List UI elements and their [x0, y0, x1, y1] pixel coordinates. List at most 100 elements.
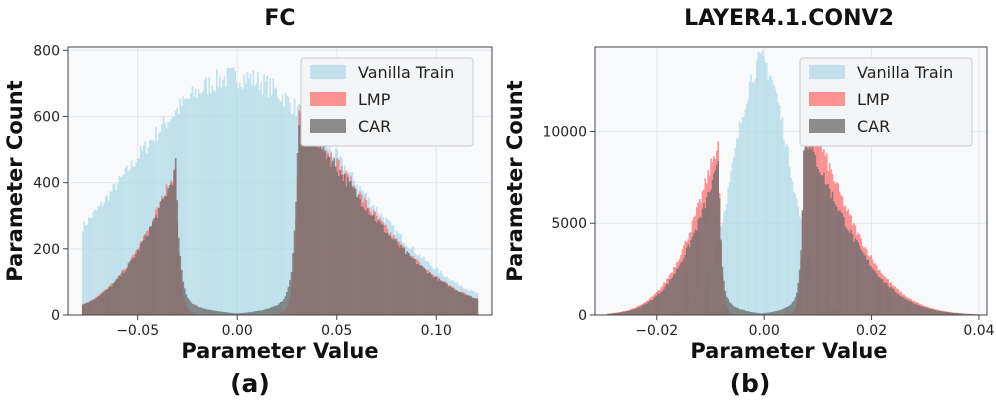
histogram-bar: [655, 295, 658, 315]
histogram-bar: [240, 313, 243, 315]
histogram-bar: [750, 74, 752, 315]
legend: Vanilla Train LMP CAR: [300, 57, 474, 147]
histogram-bar: [127, 263, 130, 315]
histogram-bar: [249, 312, 252, 315]
histogram-bar: [403, 248, 406, 315]
histogram-bar: [840, 212, 842, 315]
histogram-bar: [673, 274, 675, 315]
histogram-bar: [633, 308, 635, 315]
histogram-bar: [347, 176, 349, 315]
histogram-bar: [290, 114, 293, 316]
histogram-bar: [191, 86, 194, 315]
histogram-bar: [200, 92, 203, 315]
histogram-bar: [960, 313, 962, 315]
histogram-bar: [648, 301, 651, 315]
histogram-bar: [447, 286, 450, 315]
histogram-bar: [961, 313, 964, 315]
histogram-bar: [184, 99, 186, 316]
histogram-bar: [110, 191, 113, 315]
histogram-bar: [170, 183, 172, 315]
histogram-bar: [803, 150, 805, 315]
histogram-bar: [216, 311, 218, 315]
histogram-bar: [777, 102, 780, 315]
histogram-bar: [126, 268, 128, 315]
histogram-bar: [615, 313, 618, 315]
histogram-bar: [908, 300, 911, 315]
histogram-bar: [653, 298, 655, 315]
histogram-bar: [302, 126, 305, 316]
histogram-bar: [152, 221, 154, 315]
histogram-bar: [783, 140, 785, 315]
histogram-bar: [713, 173, 715, 315]
histogram-bar: [295, 201, 297, 315]
histogram-bar: [794, 194, 797, 315]
histogram-bar: [730, 171, 732, 315]
histogram-bar: [324, 150, 326, 315]
histogram-bar: [237, 313, 240, 315]
histogram-bar: [391, 238, 393, 315]
histogram-bar: [290, 272, 293, 315]
series-car: [607, 142, 980, 315]
histogram-bar: [631, 309, 634, 315]
histogram-bar: [927, 308, 930, 315]
histogram-bar: [243, 74, 246, 316]
histogram-bar: [763, 56, 765, 315]
histogram-bar: [286, 95, 288, 315]
histogram-bar: [734, 306, 737, 315]
histogram-bar: [733, 306, 735, 315]
histogram-bar: [733, 157, 735, 315]
histogram-bar: [88, 302, 90, 315]
histogram-bar: [241, 312, 244, 315]
histogram-bar: [368, 214, 371, 315]
histogram-bar: [109, 191, 112, 315]
histogram-bar: [97, 206, 99, 315]
histogram-bar: [450, 287, 453, 315]
histogram-bar: [436, 280, 439, 315]
histogram-bar: [130, 259, 133, 315]
histogram-bar: [155, 214, 157, 315]
y-tick-label: 800: [33, 43, 60, 59]
histogram-bar: [791, 181, 794, 315]
histogram-bar: [127, 171, 130, 315]
histogram-bar: [115, 279, 118, 315]
histogram-bar: [654, 296, 657, 315]
histogram-bar: [121, 175, 124, 315]
histogram-bar: [209, 309, 212, 315]
histogram-bar: [780, 119, 782, 315]
histogram-bar: [417, 263, 419, 315]
histogram-bar: [264, 308, 267, 315]
histogram-bar: [232, 67, 235, 315]
histogram-bar: [946, 311, 948, 315]
histogram-bar: [708, 192, 711, 315]
histogram-bar: [138, 250, 140, 315]
histogram-bar: [764, 62, 767, 315]
histogram-bar: [223, 76, 226, 316]
histogram-bar: [126, 165, 128, 315]
histogram-bar: [235, 313, 238, 315]
histogram-bar: [701, 208, 704, 315]
histogram-bar: [664, 286, 667, 315]
histogram-bar: [723, 280, 725, 315]
histogram-bar: [165, 196, 168, 315]
histogram-bar: [118, 275, 121, 315]
histogram-bar: [287, 287, 290, 315]
histogram-bar: [95, 210, 98, 315]
histogram-bar: [851, 233, 854, 315]
histogram-bar: [252, 311, 255, 315]
histogram-bar: [81, 231, 84, 315]
histogram-bar: [767, 312, 769, 315]
histogram-bar: [379, 221, 381, 315]
histogram-bar: [453, 290, 456, 315]
histogram-bar: [796, 198, 798, 315]
histogram-bar: [407, 252, 410, 315]
histogram-bar: [142, 145, 145, 315]
histogram-bar: [132, 166, 134, 315]
histogram-bar: [475, 298, 477, 315]
histogram-bar: [123, 273, 125, 315]
histogram-bar: [767, 79, 769, 315]
histogram-bar: [219, 311, 221, 315]
histogram-bar: [745, 311, 748, 315]
histogram-bar: [104, 290, 107, 315]
histogram-bar: [86, 224, 89, 315]
histogram-bar: [284, 92, 287, 315]
